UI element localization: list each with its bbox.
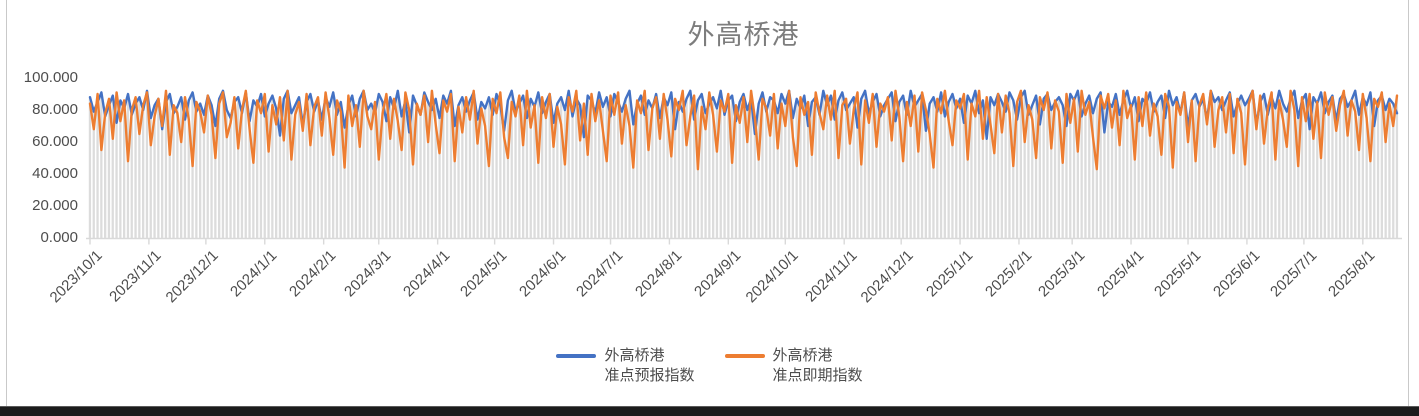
legend-label-line: 准点预报指数 [604,367,695,384]
legend-label: 外高桥港准点即期指数 [773,346,863,386]
window-bottom-edge [0,406,1419,416]
y-tick-label: 40.000 [32,165,78,182]
y-tick-label: 100.000 [23,69,78,86]
legend-line-swatch [556,354,597,358]
chart-title: 外高桥港 [687,20,800,50]
series-line-1 [88,89,1399,171]
y-tick-label: 20.000 [32,197,78,214]
window-left-border [6,0,7,407]
legend-item[interactable]: 外高桥港准点预报指数 [556,346,695,386]
legend-item[interactable]: 外高桥港准点即期指数 [724,346,863,386]
window-right-border [1408,0,1409,407]
legend-line-swatch [724,354,765,358]
legend-label-line: 外高桥港 [604,347,665,364]
y-tick-label: 80.000 [32,101,78,118]
legend-label-line: 外高桥港 [772,347,833,364]
chart-legend: 外高桥港 准点预报指数 外高桥港 准点即期指数 [0,346,1419,386]
legend-label-line: 准点即期指数 [772,367,863,384]
y-tick-label: 60.000 [32,133,78,150]
legend-label: 外高桥港准点预报指数 [604,346,694,386]
y-tick-label: 0.000 [40,229,78,246]
